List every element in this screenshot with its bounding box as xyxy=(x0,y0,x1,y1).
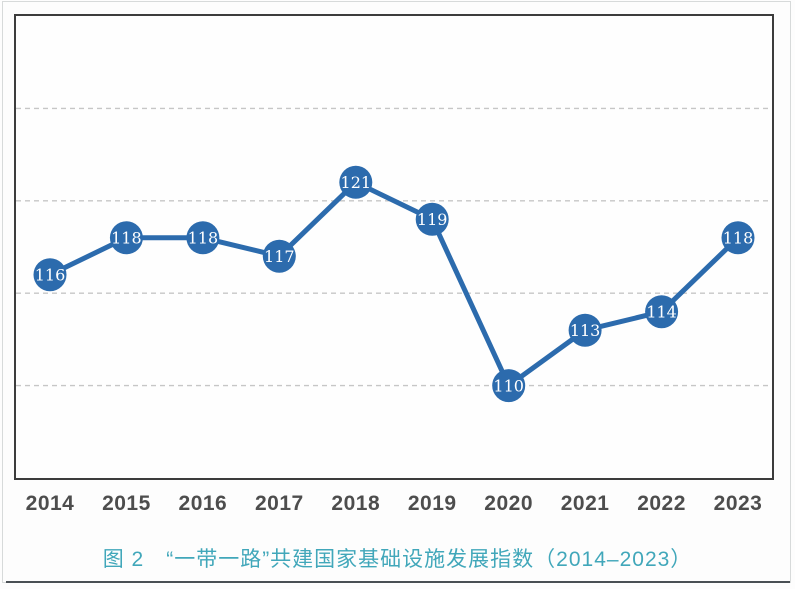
data-point-value-label: 118 xyxy=(188,229,219,248)
x-axis-tick-label: 2020 xyxy=(484,492,534,515)
x-axis-tick-label: 2014 xyxy=(25,492,75,515)
data-point-value-label: 118 xyxy=(723,229,754,248)
data-point-marker xyxy=(339,165,373,199)
data-point-value-label: 116 xyxy=(35,265,66,284)
data-point-marker xyxy=(262,239,296,273)
series-line xyxy=(47,179,741,389)
data-point-marker xyxy=(721,221,755,255)
data-point-value-label: 110 xyxy=(493,376,524,395)
data-point-marker xyxy=(492,369,526,403)
chart-plot-area: 116 118 118 117 121 119 110 113 114 118 xyxy=(14,14,774,480)
x-axis-tick-label: 2015 xyxy=(102,492,151,515)
data-point-value-label: 121 xyxy=(341,173,372,192)
figure-caption: 图 2 “一带一路”共建国家基础设施发展指数（2014–2023） xyxy=(102,548,693,571)
line-chart-svg: 116 118 118 117 121 119 110 113 114 118 xyxy=(16,107,772,403)
data-point-marker xyxy=(415,202,449,236)
x-axis-tick-label: 2021 xyxy=(560,492,610,515)
x-axis-tick-label: 2019 xyxy=(407,492,457,515)
bottom-divider xyxy=(6,581,790,583)
x-axis-tick-label: 2022 xyxy=(637,492,686,515)
data-point-value-label: 114 xyxy=(646,302,677,321)
data-point-marker xyxy=(109,221,143,255)
x-axis-labels: 2014 2015 2016 2017 2018 2019 2020 2021 2022 2023 xyxy=(0,492,795,520)
x-axis-tick-label: 2018 xyxy=(331,492,381,515)
data-point-marker xyxy=(186,221,220,255)
data-point-value-label: 118 xyxy=(111,229,142,248)
data-point-value-label: 117 xyxy=(264,247,295,266)
data-point-marker xyxy=(33,258,67,292)
data-point-marker xyxy=(645,295,679,329)
data-point-value-label: 119 xyxy=(417,210,448,229)
data-point-value-label: 113 xyxy=(570,321,601,340)
x-axis-tick-label: 2017 xyxy=(254,492,304,515)
x-axis-tick-label: 2023 xyxy=(713,492,763,515)
data-point-marker xyxy=(568,313,602,347)
x-axis-tick-label: 2016 xyxy=(178,492,228,515)
